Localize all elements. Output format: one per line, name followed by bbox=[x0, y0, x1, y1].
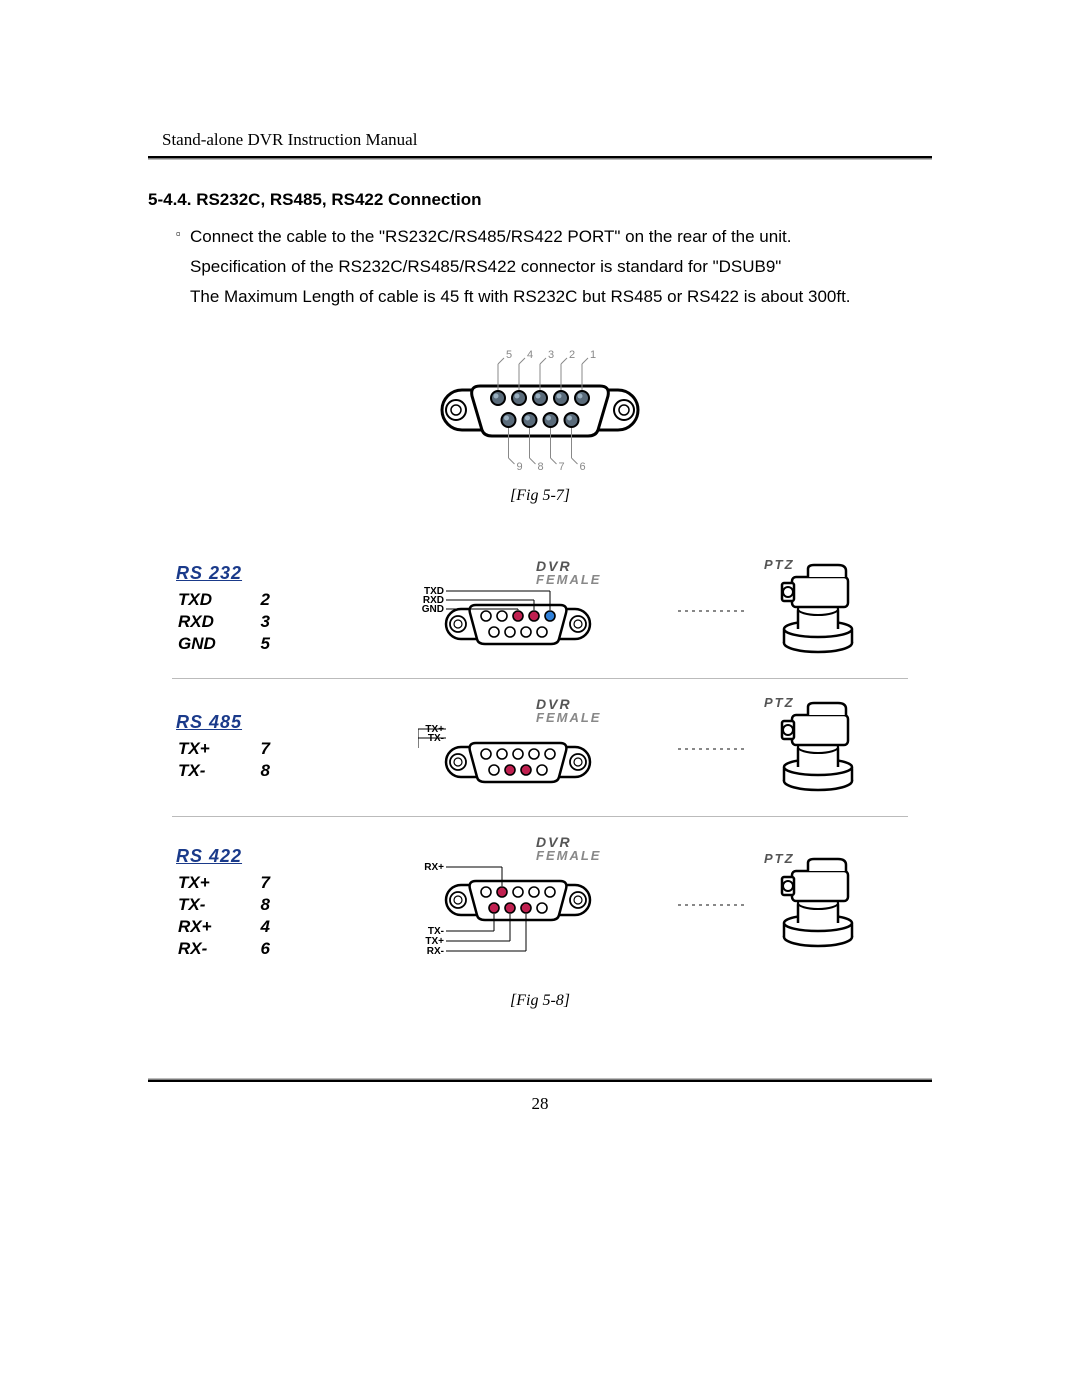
svg-text:1: 1 bbox=[590, 349, 596, 361]
svg-text:RX-: RX- bbox=[427, 946, 444, 957]
pin-number: 8 bbox=[246, 895, 270, 915]
pin-number: 8 bbox=[246, 761, 270, 781]
pin-signal: RX+ bbox=[178, 917, 244, 937]
dvr-label: DVR bbox=[536, 697, 572, 711]
pin-number: 4 bbox=[246, 917, 270, 937]
female-label: FEMALE bbox=[536, 849, 601, 862]
pin-number: 6 bbox=[246, 939, 270, 959]
row-divider bbox=[172, 678, 908, 679]
protocol-name: RS 422 bbox=[176, 846, 242, 867]
svg-text:GND: GND bbox=[422, 604, 444, 615]
connection-line-icon bbox=[678, 902, 748, 908]
svg-text:RX+: RX+ bbox=[424, 862, 444, 873]
connector-diagram: DVRFEMALERX+TX-TX+RX- bbox=[358, 833, 678, 974]
connection-line-icon bbox=[678, 608, 748, 614]
footer-rule bbox=[148, 1078, 932, 1082]
bullet-icon: ▫ bbox=[176, 222, 190, 312]
body-line-2: Specification of the RS232C/RS485/RS422 … bbox=[190, 252, 851, 282]
header-rule bbox=[148, 156, 932, 160]
pin-table: TX+7TX-8 bbox=[176, 737, 272, 783]
figure-5-7-caption: [Fig 5-7] bbox=[148, 487, 932, 505]
pin-signal: RXD bbox=[178, 612, 244, 632]
pin-signal: RX- bbox=[178, 939, 244, 959]
pin-signal: GND bbox=[178, 634, 244, 654]
body-block: ▫ Connect the cable to the "RS232C/RS485… bbox=[148, 222, 932, 312]
svg-text:3: 3 bbox=[548, 349, 554, 361]
figure-5-7: 5 4 3 2 1 9 8 7 6 [Fig 5-7] bbox=[148, 346, 932, 505]
pin-signal: TX- bbox=[178, 761, 244, 781]
dsub9-icon: TXDRXDGND bbox=[418, 583, 618, 657]
ptz-camera-icon: PTZ bbox=[758, 557, 878, 657]
pin-signal: TX+ bbox=[178, 873, 244, 893]
svg-text:7: 7 bbox=[559, 461, 565, 473]
figure-5-8: RS 232TXD2RXD3GND5DVRFEMALETXDRXDGNDPTZR… bbox=[148, 545, 932, 986]
dashed-connector bbox=[678, 895, 748, 913]
pin-number: 7 bbox=[246, 873, 270, 893]
figure-5-8-caption: [Fig 5-8] bbox=[148, 992, 932, 1010]
connector-diagram: DVRFEMALETXDRXDGND bbox=[358, 557, 678, 662]
dvr-label: DVR bbox=[536, 559, 572, 573]
page-number: 28 bbox=[0, 1094, 1080, 1114]
pin-number: 5 bbox=[246, 634, 270, 654]
svg-text:PTZ: PTZ bbox=[764, 851, 795, 866]
pin-number: 3 bbox=[246, 612, 270, 632]
female-label: FEMALE bbox=[536, 573, 601, 586]
ptz-camera: PTZ bbox=[748, 557, 932, 662]
body-line-3: The Maximum Length of cable is 45 ft wit… bbox=[190, 282, 851, 312]
svg-text:6: 6 bbox=[580, 461, 586, 473]
ptz-camera-icon: PTZ bbox=[758, 695, 878, 795]
protocol-name: RS 232 bbox=[176, 563, 242, 584]
svg-text:5: 5 bbox=[506, 349, 512, 361]
svg-text:2: 2 bbox=[569, 349, 575, 361]
protocol-row-rs232: RS 232TXD2RXD3GND5DVRFEMALETXDRXDGNDPTZ bbox=[148, 545, 932, 674]
ptz-camera: PTZ bbox=[748, 695, 932, 800]
protocol-info: RS 422 TX+7TX-8RX+4RX-6 bbox=[148, 846, 358, 961]
section-heading: 5-4.4. RS232C, RS485, RS422 Connection bbox=[148, 190, 932, 210]
dsub9-icon: RX+TX-TX+RX- bbox=[418, 859, 618, 969]
svg-text:TX-: TX- bbox=[428, 733, 444, 744]
svg-text:PTZ: PTZ bbox=[764, 695, 795, 710]
pin-signal: TX+ bbox=[178, 739, 244, 759]
connector-diagram: DVRFEMALETX+TX- bbox=[358, 695, 678, 800]
pin-signal: TXD bbox=[178, 590, 244, 610]
page-content: Stand-alone DVR Instruction Manual 5-4.4… bbox=[148, 130, 932, 1010]
dvr-label: DVR bbox=[536, 835, 572, 849]
dashed-connector bbox=[678, 601, 748, 619]
protocol-row-rs422: RS 422TX+7TX-8RX+4RX-6DVRFEMALERX+TX-TX+… bbox=[148, 821, 932, 986]
dashed-connector bbox=[678, 739, 748, 757]
protocol-name: RS 485 bbox=[176, 712, 242, 733]
manual-title: Stand-alone DVR Instruction Manual bbox=[148, 130, 932, 150]
svg-text:8: 8 bbox=[538, 461, 544, 473]
protocol-info: RS 232 TXD2RXD3GND5 bbox=[148, 563, 358, 656]
ptz-camera-icon: PTZ bbox=[758, 851, 878, 951]
svg-text:PTZ: PTZ bbox=[764, 557, 795, 572]
dsub9-connector-diagram: 5 4 3 2 1 9 8 7 6 bbox=[420, 346, 660, 482]
dsub9-icon: TX+TX- bbox=[418, 721, 618, 795]
pin-table: TXD2RXD3GND5 bbox=[176, 588, 272, 656]
connection-line-icon bbox=[678, 746, 748, 752]
pin-table: TX+7TX-8RX+4RX-6 bbox=[176, 871, 272, 961]
body-line-1: Connect the cable to the "RS232C/RS485/R… bbox=[190, 222, 851, 252]
female-label: FEMALE bbox=[536, 711, 601, 724]
svg-text:9: 9 bbox=[517, 461, 523, 473]
pin-signal: TX- bbox=[178, 895, 244, 915]
pin-number: 7 bbox=[246, 739, 270, 759]
svg-text:4: 4 bbox=[527, 349, 533, 361]
pin-number: 2 bbox=[246, 590, 270, 610]
row-divider bbox=[172, 816, 908, 817]
protocol-info: RS 485 TX+7TX-8 bbox=[148, 712, 358, 783]
protocol-row-rs485: RS 485TX+7TX-8DVRFEMALETX+TX-PTZ bbox=[148, 683, 932, 812]
ptz-camera: PTZ bbox=[748, 851, 932, 956]
